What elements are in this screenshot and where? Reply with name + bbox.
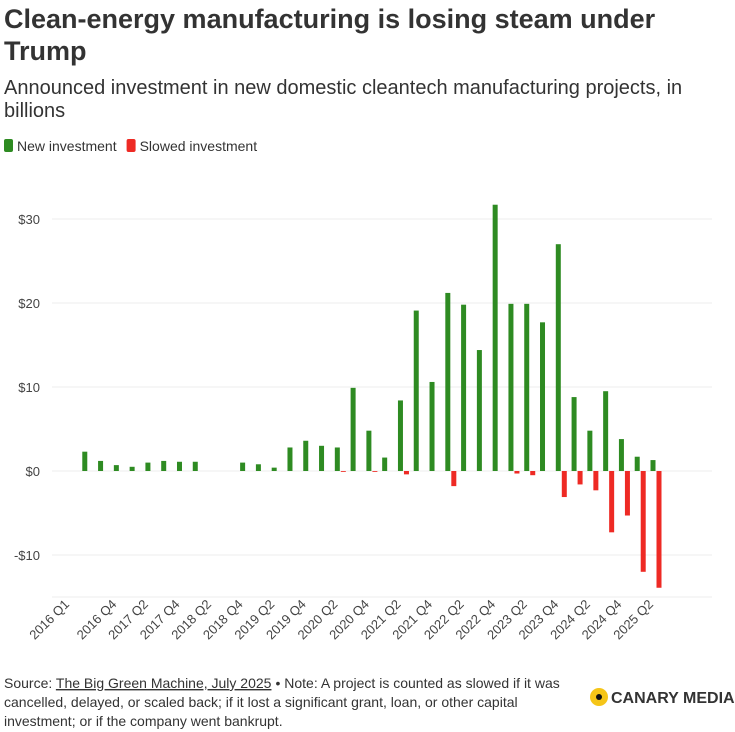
bar (571, 397, 577, 471)
y-tick-label: $0 (26, 464, 40, 479)
y-tick-label: $20 (18, 296, 40, 311)
bar (561, 471, 567, 498)
bar (271, 467, 277, 471)
bar (255, 464, 261, 471)
bar (461, 304, 467, 471)
bar (587, 430, 593, 471)
bar (403, 471, 409, 475)
bar (145, 462, 151, 471)
logo: CANARY MEDIA (611, 690, 735, 707)
bar (514, 471, 520, 474)
bar (577, 471, 583, 485)
logo-icon-dot (596, 694, 602, 700)
bar (618, 439, 624, 471)
bar (303, 440, 309, 471)
bar (540, 322, 546, 471)
bar (593, 471, 599, 491)
legend-swatch (126, 139, 136, 152)
chart-title: Clean-energy manufacturing is losing ste… (4, 4, 656, 66)
bar (492, 204, 498, 471)
bar (609, 471, 615, 533)
bar (413, 310, 419, 471)
legend-label: New investment (17, 138, 117, 154)
bar (161, 460, 167, 471)
chart-subtitle: Announced investment in new domestic cle… (4, 77, 682, 122)
bar (624, 471, 630, 516)
note: • Note: A project is counted as slowed i… (4, 675, 560, 729)
bar (82, 451, 88, 471)
y-tick-label: $10 (18, 380, 40, 395)
bar (640, 471, 646, 572)
bar (634, 456, 640, 471)
y-tick-label: -$10 (14, 548, 40, 563)
footer: Source: The Big Green Machine, July 2025… (4, 675, 560, 729)
bar (429, 381, 435, 471)
bar (451, 471, 457, 487)
bar (176, 461, 182, 471)
bar (129, 466, 135, 471)
bar (113, 465, 119, 471)
bar (382, 457, 388, 471)
legend-label: Slowed investment (140, 138, 258, 154)
bar (508, 303, 514, 471)
bar (192, 461, 198, 471)
footnote: Source: The Big Green Machine, July 2025 (4, 675, 272, 691)
bar (530, 471, 536, 476)
bar (287, 447, 293, 471)
bar (350, 387, 356, 471)
bar (656, 471, 662, 588)
legend-swatch (4, 139, 13, 152)
bar (603, 391, 609, 471)
bar (650, 460, 656, 471)
x-tick-label: 2016 Q1 (26, 597, 72, 643)
legend: New investment Slowed investment (4, 138, 257, 154)
bar (340, 471, 346, 472)
source-label: Source: (4, 675, 52, 691)
bar (334, 447, 340, 471)
bar (319, 445, 325, 471)
bar (366, 430, 372, 471)
bar (397, 400, 403, 471)
bar (98, 460, 104, 471)
bar (476, 350, 482, 471)
bar (445, 292, 451, 471)
bar (555, 244, 561, 471)
y-tick-label: $30 (18, 212, 40, 227)
source-link[interactable]: The Big Green Machine, July 2025 (56, 675, 272, 691)
bar (524, 303, 530, 471)
bar (372, 471, 378, 472)
bar (240, 462, 246, 471)
